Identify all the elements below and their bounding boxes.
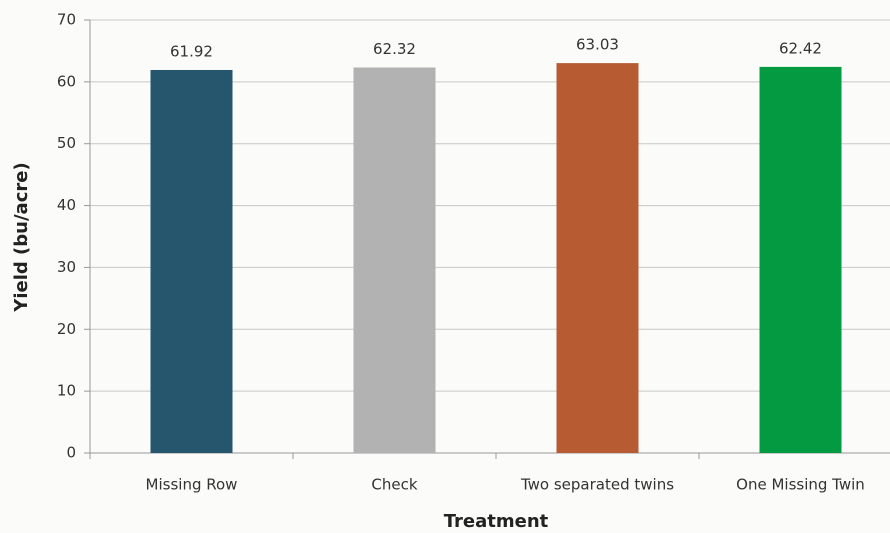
x-tick-label: Two separated twins — [520, 476, 674, 494]
chart: Treatment Yield (bu/acre) 0 10 20 30 40 50 60 7… — [0, 0, 890, 533]
y-tick-label: 30 — [57, 258, 76, 276]
data-label: 62.32 — [373, 40, 416, 58]
bar — [354, 68, 436, 453]
data-label: 62.42 — [779, 39, 822, 57]
bar — [557, 63, 639, 453]
data-label: 63.03 — [576, 36, 619, 54]
x-tick-label: Check — [371, 476, 417, 494]
y-tick-label: 10 — [57, 382, 76, 400]
bar — [760, 67, 842, 453]
y-tick-label: 50 — [57, 134, 76, 152]
data-label: 61.92 — [170, 42, 213, 60]
y-tick-label: 40 — [57, 196, 76, 214]
x-tick-label: Missing Row — [146, 476, 238, 494]
x-tick-label: One Missing Twin — [736, 476, 865, 494]
bar — [151, 70, 233, 453]
x-axis-label: Treatment — [444, 511, 549, 532]
y-axis-label: Yield (bu/acre) — [11, 162, 32, 312]
y-tick-label: 20 — [57, 320, 76, 338]
y-tick-label: 60 — [57, 72, 76, 90]
y-tick-label: 0 — [66, 444, 76, 462]
y-tick-label: 70 — [57, 11, 76, 29]
